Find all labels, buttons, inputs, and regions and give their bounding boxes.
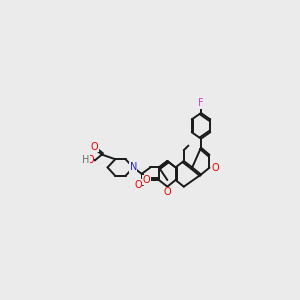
Text: H: H <box>82 155 89 166</box>
Text: O: O <box>164 187 171 197</box>
Text: F: F <box>198 98 204 108</box>
Text: O: O <box>134 180 142 190</box>
Text: O: O <box>211 163 219 173</box>
Text: O: O <box>143 175 150 185</box>
Text: O: O <box>86 155 94 166</box>
Text: N: N <box>130 162 137 172</box>
Text: N: N <box>130 162 137 172</box>
Text: O: O <box>91 142 98 152</box>
